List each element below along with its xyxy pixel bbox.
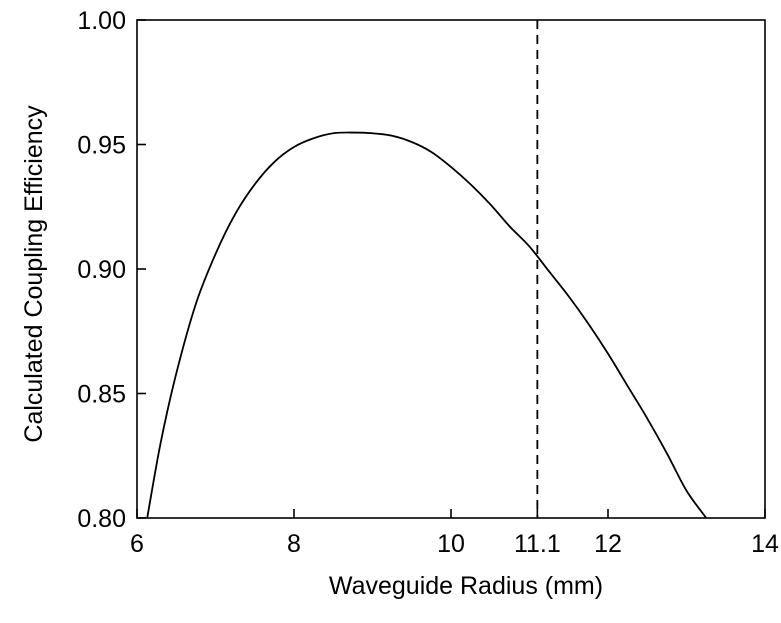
y-tick-label: 1.00 xyxy=(77,7,126,35)
y-tick-label: 0.80 xyxy=(77,505,126,533)
x-tick-label: 11.1 xyxy=(514,530,561,558)
plot-frame xyxy=(136,19,766,519)
series-line xyxy=(146,131,708,518)
x-axis-title: Waveguide Radius (mm) xyxy=(329,572,603,600)
x-tick-label: 14 xyxy=(751,530,779,558)
y-tick-label: 0.85 xyxy=(77,381,126,409)
x-tick-label: 12 xyxy=(594,530,622,558)
y-tick-label: 0.95 xyxy=(77,132,126,160)
x-tick-label: 8 xyxy=(287,530,301,558)
x-tick-label: 10 xyxy=(437,530,465,558)
x-tick-label: 6 xyxy=(130,530,144,558)
y-tick-label: 0.90 xyxy=(77,256,126,284)
y-axis-title: Calculated Coupling Efficiency xyxy=(20,105,48,443)
